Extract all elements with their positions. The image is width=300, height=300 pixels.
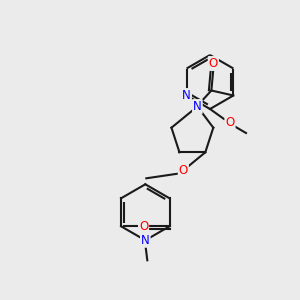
Text: N: N <box>141 234 150 247</box>
Text: O: O <box>209 57 218 70</box>
Text: N: N <box>193 100 202 113</box>
Text: O: O <box>179 164 188 177</box>
Text: O: O <box>139 220 148 233</box>
Text: O: O <box>225 116 235 130</box>
Text: N: N <box>182 89 191 102</box>
